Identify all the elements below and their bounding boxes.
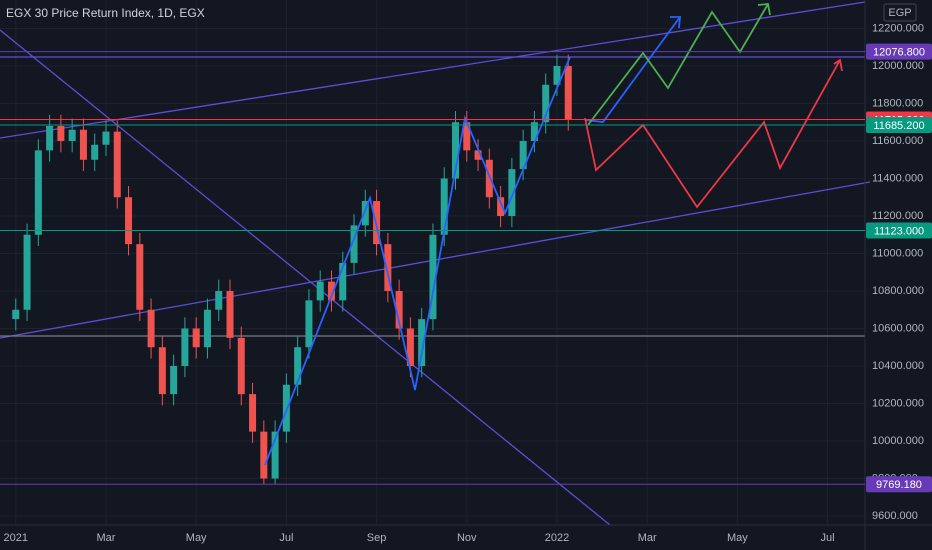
y-tick-label: 11200.000 [872,210,923,222]
x-tick-label: Nov [457,532,477,544]
candle-body [68,129,76,141]
candle-body [34,150,42,235]
candle-body [553,66,561,85]
candle-body [361,201,369,226]
projection-red [584,59,841,209]
candle-body [327,281,335,301]
candle-body [12,309,20,320]
price-badge-label: 11123.000 [874,225,924,237]
candle-body [136,244,144,310]
candle-body [237,337,245,395]
candle-body [79,129,87,160]
candle-body [530,122,538,141]
y-tick-label: 11600.000 [872,135,923,147]
candle-body [215,291,223,310]
y-tick-label: 10200.000 [872,397,924,409]
candle-body [23,234,31,310]
candle-body [542,84,550,123]
x-tick-label: Mar [638,532,657,544]
candle-body [192,328,200,348]
candle-body [294,347,302,385]
price-badge-label: 9769.180 [876,479,922,491]
candle-body [406,328,414,366]
price-badge-label: 11685.200 [873,120,924,132]
price-badge [866,43,932,60]
candle-body [125,197,133,245]
y-tick-label: 10800.000 [872,285,924,297]
candle-body [418,319,426,366]
y-tick-label: 10600.000 [872,322,924,334]
price-badge [866,222,932,239]
y-tick-label: 10000.000 [872,435,924,447]
candle-body [181,328,189,366]
candle-body [339,262,347,301]
candle-body [519,141,527,170]
candle-body [57,126,65,141]
candle-body [203,309,211,348]
y-tick-label: 11800.000 [872,97,923,109]
candle-body [429,234,437,320]
candle-body [260,431,268,479]
candle-body [102,131,110,145]
x-tick-label: May [186,532,207,544]
candle-body [440,178,448,235]
x-tick-label: 2021 [4,532,28,544]
y-tick-label: 11400.000 [872,172,923,184]
x-tick-label: Jul [821,532,835,544]
candle-body [316,281,324,301]
arrow-head [670,16,681,29]
candle-body [564,66,572,120]
candle-body [395,291,403,329]
y-tick-label: 9600.000 [872,510,918,522]
candle-body [226,291,234,338]
candle-body [249,394,257,432]
wave-line [264,56,571,466]
chart-title: EGX 30 Price Return Index, 1D, EGX [6,6,205,20]
projection-green [587,3,769,126]
candle-body [91,144,99,160]
candle-body [147,309,155,348]
candle-body [305,300,313,348]
x-tick-label: Sep [367,532,387,544]
candle-body [46,126,54,151]
candle-body [384,244,392,291]
candle-body [350,225,358,263]
x-tick-label: 2022 [545,532,569,544]
y-tick-label: 12200.000 [872,22,924,34]
candle-body [271,431,279,479]
x-tick-label: Mar [97,532,116,544]
candle-body [113,131,121,198]
arrow-head [833,58,843,72]
price-badge [866,476,932,493]
currency: EGP [888,7,911,19]
y-tick-label: 11000.000 [872,247,923,259]
candle-body [463,122,471,151]
price-badge-label: 12076.800 [873,47,925,59]
candle-body [170,366,178,395]
descending-line [0,29,611,526]
candle-body [485,159,493,198]
x-tick-label: May [727,532,748,544]
candle-body [508,169,516,216]
currency-box [883,3,917,22]
price-badge [866,117,932,134]
candle-body [158,347,166,395]
y-tick-label: 12000.000 [872,60,924,72]
candle-body [452,122,460,179]
x-tick-label: Jul [279,532,293,544]
candle-body [497,197,505,216]
arrow-head [757,3,771,16]
candle-body [474,150,482,160]
y-tick-label: 10400.000 [872,360,924,372]
